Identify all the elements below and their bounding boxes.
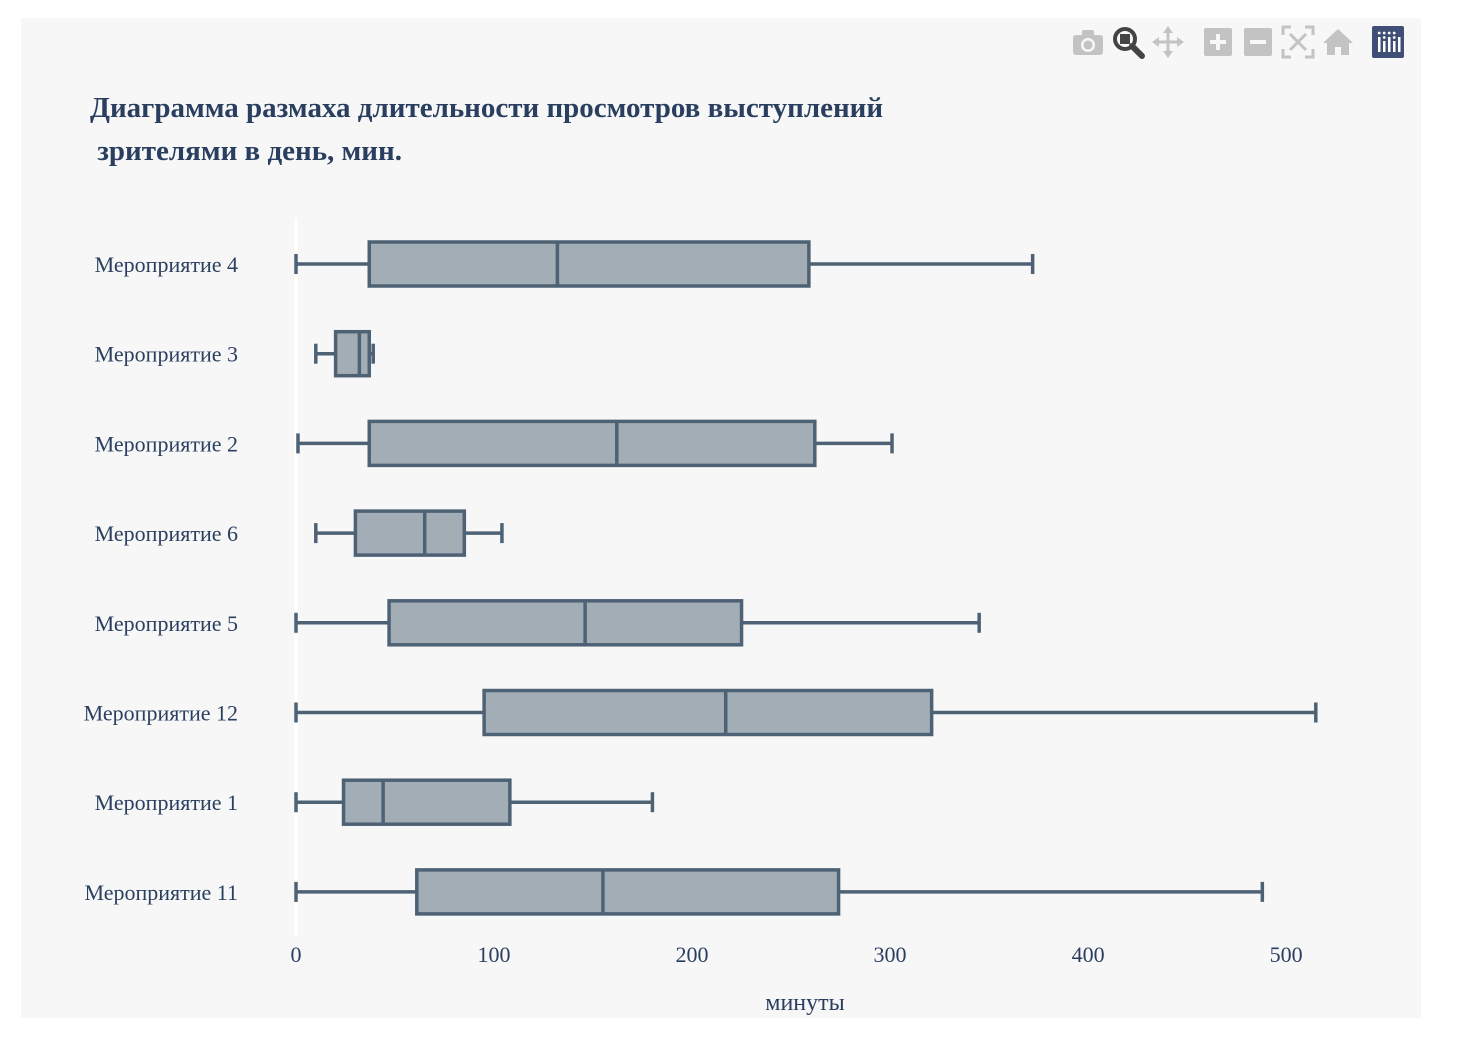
chart-title-line-1: Диаграмма размаха длительности просмотро… [90, 92, 883, 124]
box-trace[interactable] [296, 419, 894, 468]
box-trace[interactable] [314, 329, 375, 378]
camera-icon [1073, 30, 1103, 55]
y-tick-label: Мероприятие 6 [95, 521, 238, 546]
y-tick-label: Мероприятие 12 [84, 701, 238, 726]
x-axis-title: минуты [765, 990, 845, 1016]
y-tick-label: Мероприятие 4 [95, 252, 238, 277]
box-iqr [367, 240, 811, 288]
x-tick-label: 200 [676, 942, 709, 967]
y-tick-label: Мероприятие 3 [95, 342, 238, 367]
pan-icon [1152, 26, 1184, 58]
box-iqr [482, 688, 934, 737]
box-iqr [415, 868, 841, 916]
zoom-button[interactable] [1108, 22, 1148, 62]
plotly-logo-icon [1372, 26, 1404, 58]
home-icon [1323, 29, 1353, 55]
box-iqr [367, 419, 817, 468]
x-tick-label: 400 [1072, 942, 1105, 967]
box-trace[interactable] [294, 688, 1318, 737]
x-tick-label: 500 [1270, 942, 1303, 967]
boxes-layer [294, 240, 1318, 916]
plot-area-background [21, 18, 1421, 1018]
y-axis-ticks: Мероприятие 4 Мероприятие 3 Мероприятие 2 М… [84, 252, 238, 905]
pan-button[interactable] [1148, 22, 1188, 62]
x-axis-ticks: 0 100 200 300 400 500 [291, 942, 1303, 967]
chart-title-line-2: зрителями в день, мин. [90, 135, 402, 167]
x-tick-label: 300 [874, 942, 907, 967]
autoscale-button[interactable] [1278, 22, 1318, 62]
zoom-out-icon [1244, 28, 1272, 56]
autoscale-icon [1281, 25, 1315, 59]
y-tick-label: Мероприятие 5 [95, 611, 238, 636]
box-iqr [341, 778, 512, 826]
box-iqr [387, 599, 744, 647]
x-tick-label: 0 [291, 942, 302, 967]
box-trace[interactable] [294, 599, 981, 647]
zoom-in-icon [1204, 28, 1232, 56]
y-tick-label: Мероприятие 2 [95, 431, 238, 456]
x-tick-label: 100 [478, 942, 511, 967]
box-trace[interactable] [294, 778, 655, 826]
box-trace[interactable] [294, 868, 1265, 916]
zoom-in-button[interactable] [1198, 22, 1238, 62]
reset-axes-button[interactable] [1318, 22, 1358, 62]
box-iqr [353, 509, 467, 557]
box-iqr [333, 329, 372, 378]
plotly-logo-button[interactable] [1368, 22, 1408, 62]
y-tick-label: Мероприятие 1 [95, 790, 238, 815]
box-trace[interactable] [314, 509, 504, 557]
zoom-out-button[interactable] [1238, 22, 1278, 62]
modebar-toolbar [1068, 22, 1408, 62]
camera-button[interactable] [1068, 22, 1108, 62]
zoom-icon [1113, 27, 1145, 59]
y-tick-label: Мероприятие 11 [84, 880, 238, 905]
box-trace[interactable] [294, 240, 1035, 288]
